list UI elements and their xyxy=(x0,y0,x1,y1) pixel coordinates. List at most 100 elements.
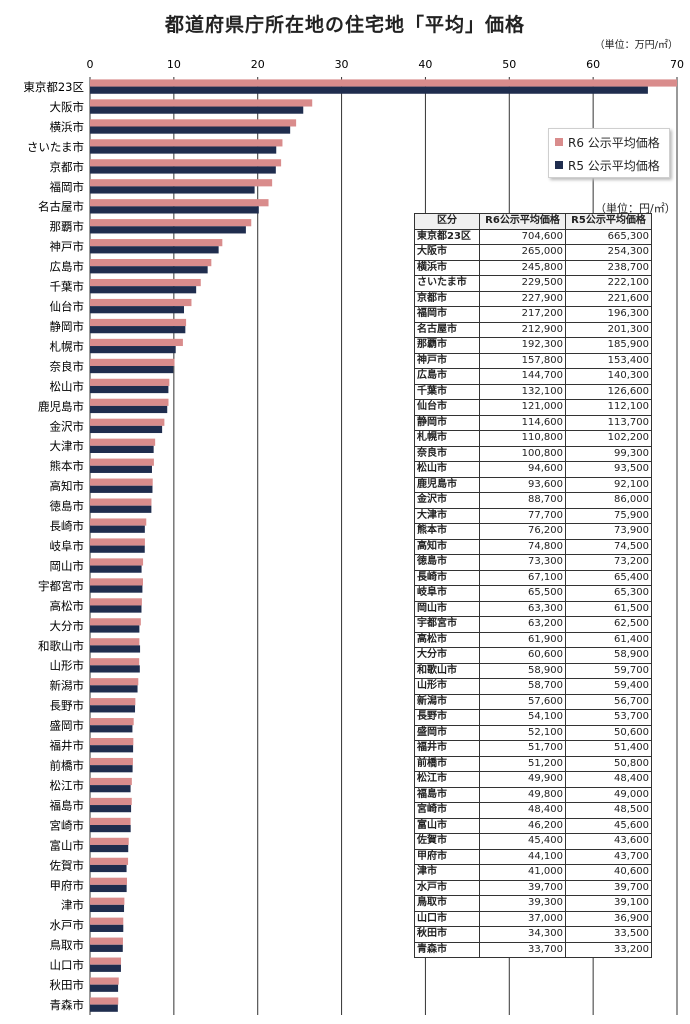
bar-r5 xyxy=(90,725,133,733)
table-cell-city: 長野市 xyxy=(414,709,480,726)
y-category-label: 甲府市 xyxy=(50,878,85,892)
y-category-label: 京都市 xyxy=(50,160,85,174)
bar-r6 xyxy=(90,438,156,446)
table-cell-city: 津市 xyxy=(414,864,480,881)
table-cell-r6: 100,800 xyxy=(479,445,566,462)
bar-r5 xyxy=(90,545,145,553)
table-cell-r5: 58,900 xyxy=(565,647,652,664)
table-cell-r6: 57,600 xyxy=(479,693,566,710)
table-row: 松山市 94,600 93,500 xyxy=(414,461,652,478)
table-cell-city: 神戸市 xyxy=(414,352,480,369)
table-cell-city: 名古屋市 xyxy=(414,321,480,338)
table-row: 神戸市 157,800 153,400 xyxy=(414,352,652,369)
table-cell-r6: 41,000 xyxy=(479,864,566,881)
table-cell-r5: 65,300 xyxy=(565,585,652,602)
bar-r6 xyxy=(90,638,140,646)
table-cell-r5: 61,400 xyxy=(565,631,652,648)
bar-r5 xyxy=(90,206,259,214)
table-row: 高知市 74,800 74,500 xyxy=(414,538,652,555)
bar-r5 xyxy=(90,126,291,134)
table-header-district: 区分 xyxy=(414,213,480,230)
y-category-label: 大阪市 xyxy=(50,100,85,114)
bar-r5 xyxy=(90,765,133,773)
table-cell-r6: 60,600 xyxy=(479,647,566,664)
bar-r5 xyxy=(90,405,168,414)
bar-r5 xyxy=(90,964,121,972)
x-tick-label: 10 xyxy=(167,58,181,71)
table-cell-r5: 65,400 xyxy=(565,569,652,586)
table-cell-r5: 93,500 xyxy=(565,461,652,478)
table-cell-r6: 63,300 xyxy=(479,600,566,617)
table-header-row: 区分 R6公示平均価格 R5公示平均価格 xyxy=(414,213,652,230)
bar-r6 xyxy=(90,737,134,746)
table-cell-r5: 196,300 xyxy=(565,306,652,323)
bar-r6 xyxy=(90,478,153,486)
table-cell-r6: 58,900 xyxy=(479,662,566,679)
table-cell-city: 大分市 xyxy=(414,647,480,664)
y-category-label: 山形市 xyxy=(50,659,85,673)
table-row: 徳島市 73,300 73,200 xyxy=(414,554,652,571)
y-category-label: 大津市 xyxy=(50,439,85,453)
y-category-label: 福岡市 xyxy=(50,180,85,194)
bar-r6 xyxy=(90,179,273,187)
y-category-label: 札幌市 xyxy=(50,339,85,353)
bar-r6 xyxy=(90,598,142,606)
bar-r5 xyxy=(90,485,153,493)
table-cell-r6: 704,600 xyxy=(479,228,566,245)
table-row: 高松市 61,900 61,400 xyxy=(414,631,652,648)
table-row: 鹿児島市 93,600 92,100 xyxy=(414,476,652,493)
table-cell-city: 高知市 xyxy=(414,538,480,555)
table-row: 札幌市 110,800 102,200 xyxy=(414,430,652,447)
table-row: 奈良市 100,800 99,300 xyxy=(414,445,652,462)
table-unit-label: （単位：円/㎡） xyxy=(595,202,676,215)
table-cell-r5: 36,900 xyxy=(565,910,652,927)
y-category-label: 水戸市 xyxy=(50,918,85,932)
bar-r5 xyxy=(90,904,125,913)
y-category-label: 大分市 xyxy=(50,619,85,633)
table-cell-r6: 88,700 xyxy=(479,492,566,509)
x-tick-label: 60 xyxy=(586,58,600,71)
table-cell-r6: 58,700 xyxy=(479,678,566,695)
price-table: 区分 R6公示平均価格 R5公示平均価格 東京都23区 704,600 665,30… xyxy=(414,213,652,958)
table-cell-city: 那覇市 xyxy=(414,337,480,354)
table-row: 和歌山市 58,900 59,700 xyxy=(414,662,652,679)
table-cell-r5: 92,100 xyxy=(565,476,652,493)
table-cell-r5: 59,700 xyxy=(565,662,652,679)
table-row: 山口市 37,000 36,900 xyxy=(414,910,652,927)
bar-r6 xyxy=(90,378,170,386)
bar-r6 xyxy=(90,578,143,586)
table-row: 横浜市 245,800 238,700 xyxy=(414,259,652,276)
y-category-label: 熊本市 xyxy=(50,459,85,473)
table-cell-r6: 132,100 xyxy=(479,383,566,400)
table-cell-r5: 61,500 xyxy=(565,600,652,617)
y-category-label: 新潟市 xyxy=(50,679,85,693)
table-cell-r6: 51,200 xyxy=(479,755,566,772)
table-cell-r5: 140,300 xyxy=(565,368,652,385)
y-category-label: 前橋市 xyxy=(50,759,85,773)
bar-r5 xyxy=(90,645,141,653)
table-row: 富山市 46,200 45,600 xyxy=(414,817,652,834)
table-cell-r5: 53,700 xyxy=(565,709,652,726)
bar-r5 xyxy=(90,146,277,154)
table-cell-r5: 201,300 xyxy=(565,321,652,338)
bar-r6 xyxy=(90,897,125,905)
bar-r6 xyxy=(90,159,282,167)
table-cell-city: 福島市 xyxy=(414,786,480,803)
y-category-label: 和歌山市 xyxy=(38,639,84,653)
bar-r6 xyxy=(90,757,133,766)
y-category-label: さいたま市 xyxy=(27,140,84,154)
table-cell-r5: 43,600 xyxy=(565,833,652,850)
bar-r5 xyxy=(90,585,143,593)
bar-r5 xyxy=(90,745,134,753)
table-cell-r6: 33,700 xyxy=(479,941,566,958)
bar-r6 xyxy=(90,259,212,267)
bar-r5 xyxy=(90,625,140,633)
table-cell-city: 東京都23区 xyxy=(414,228,480,245)
table-cell-r6: 61,900 xyxy=(479,631,566,648)
table-cell-city: 岡山市 xyxy=(414,600,480,617)
bar-r5 xyxy=(90,286,197,294)
bar-r5 xyxy=(90,106,304,114)
table-cell-r6: 192,300 xyxy=(479,337,566,354)
y-category-label: 佐賀市 xyxy=(50,858,85,872)
bar-r6 xyxy=(90,797,132,806)
